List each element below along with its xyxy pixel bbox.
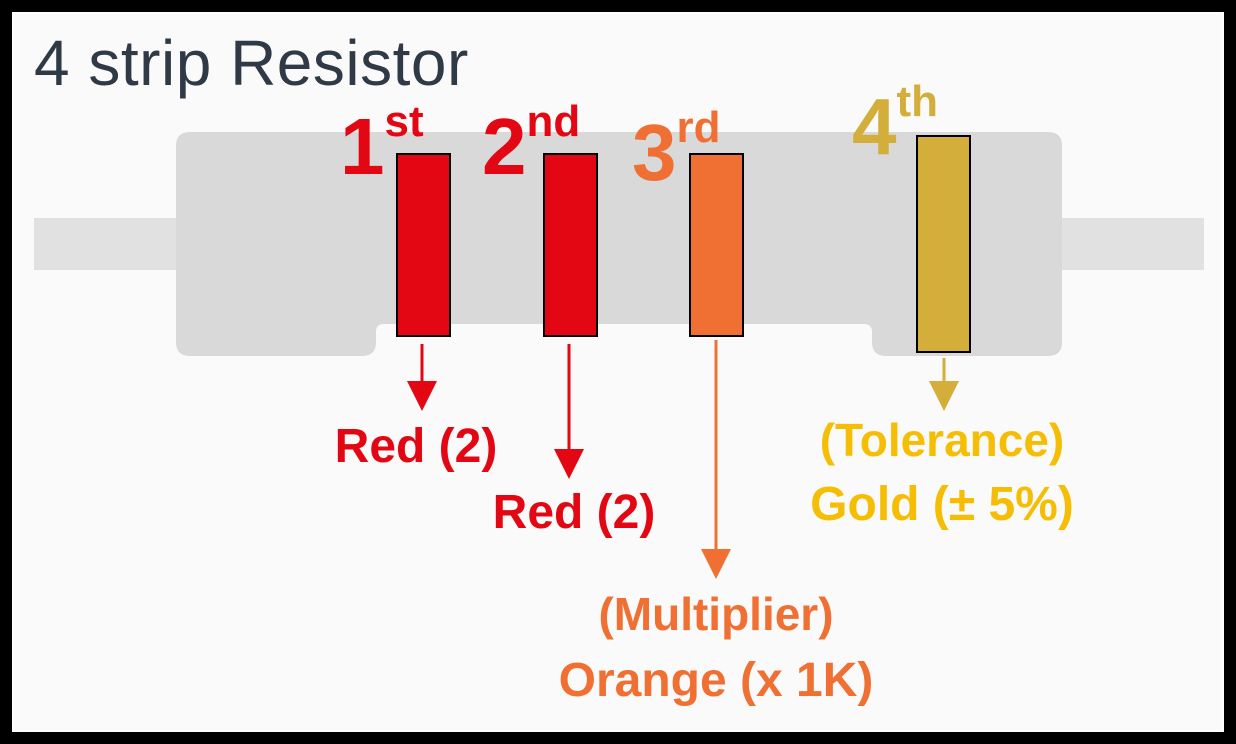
band-2-ordinal: 2nd: [482, 97, 580, 191]
band-1-ordinal: 1st: [340, 97, 424, 191]
band-3-value: Orange (x 1K): [559, 654, 874, 707]
band-1-value: Red (2): [335, 420, 498, 473]
band-3-ordinal: 3rd: [632, 103, 721, 197]
left-lead: [34, 218, 184, 270]
band-4-value: Gold (± 5%): [810, 478, 1074, 531]
right-lead: [1054, 218, 1204, 270]
resistor-diagram: 1st 2nd 3rd 4th Red (2) Red (2) (Multipl…: [34, 77, 1204, 707]
band-2: [543, 153, 598, 337]
diagram-title: 4 strip Resistor: [34, 27, 469, 99]
band-4-role: (Tolerance): [820, 414, 1065, 466]
band-4-ordinal: 4th: [852, 77, 938, 171]
diagram-frame: 4 strip Resistor 1st 2nd: [12, 12, 1224, 732]
band-1: [396, 153, 451, 337]
band-4: [916, 135, 971, 353]
band-3: [689, 153, 744, 337]
band-3-role: (Multiplier): [598, 588, 833, 640]
band-2-value: Red (2): [493, 486, 656, 539]
